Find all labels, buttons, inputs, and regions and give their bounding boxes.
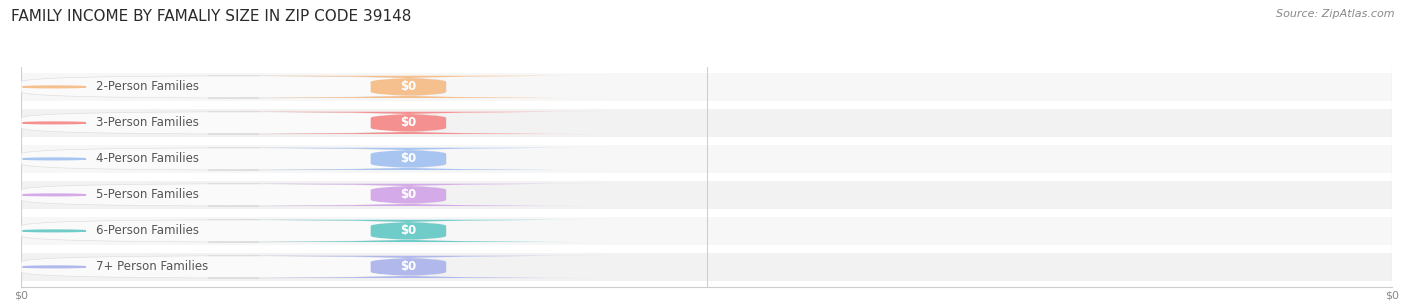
FancyBboxPatch shape (21, 220, 446, 242)
Text: $0: $0 (401, 224, 416, 237)
Text: 7+ Person Families: 7+ Person Families (97, 260, 208, 273)
Circle shape (22, 194, 86, 196)
Text: Source: ZipAtlas.com: Source: ZipAtlas.com (1277, 9, 1395, 19)
FancyBboxPatch shape (21, 109, 1392, 137)
Text: $0: $0 (401, 260, 416, 273)
FancyBboxPatch shape (21, 73, 1392, 101)
FancyBboxPatch shape (21, 76, 446, 98)
Text: $0: $0 (401, 188, 416, 201)
Circle shape (22, 266, 86, 268)
Text: 5-Person Families: 5-Person Families (97, 188, 200, 201)
FancyBboxPatch shape (21, 148, 446, 170)
FancyBboxPatch shape (208, 148, 609, 170)
Circle shape (22, 230, 86, 232)
FancyBboxPatch shape (208, 256, 609, 278)
Text: 4-Person Families: 4-Person Families (97, 152, 200, 165)
FancyBboxPatch shape (21, 217, 1392, 245)
FancyBboxPatch shape (21, 181, 1392, 209)
FancyBboxPatch shape (208, 112, 609, 134)
Text: $0: $0 (401, 152, 416, 165)
Circle shape (22, 122, 86, 124)
Text: 6-Person Families: 6-Person Families (97, 224, 200, 237)
FancyBboxPatch shape (21, 253, 1392, 281)
Text: 2-Person Families: 2-Person Families (97, 81, 200, 93)
FancyBboxPatch shape (21, 112, 446, 134)
FancyBboxPatch shape (208, 220, 609, 242)
Text: $0: $0 (401, 117, 416, 129)
Circle shape (22, 86, 86, 88)
Circle shape (22, 158, 86, 160)
Text: $0: $0 (401, 81, 416, 93)
Text: 3-Person Families: 3-Person Families (97, 117, 200, 129)
Text: FAMILY INCOME BY FAMALIY SIZE IN ZIP CODE 39148: FAMILY INCOME BY FAMALIY SIZE IN ZIP COD… (11, 9, 412, 24)
FancyBboxPatch shape (208, 76, 609, 98)
FancyBboxPatch shape (21, 145, 1392, 173)
FancyBboxPatch shape (21, 256, 446, 278)
FancyBboxPatch shape (208, 184, 609, 206)
FancyBboxPatch shape (21, 184, 446, 206)
